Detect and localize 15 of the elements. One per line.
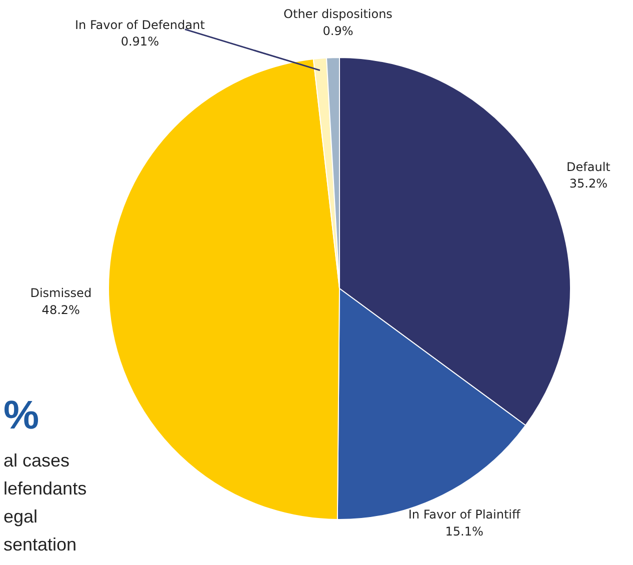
slice-label: Default: [566, 160, 611, 174]
text: al cases: [4, 450, 70, 470]
slice-label: Dismissed: [30, 286, 92, 300]
slice-label: In Favor of Defendant: [75, 18, 206, 32]
text: lefendants: [4, 478, 87, 498]
text: egal: [4, 506, 38, 526]
data-label: 0.9%: [322, 24, 354, 38]
text: %: [4, 394, 40, 438]
data-label: 15.1%: [445, 524, 484, 538]
slice-label: Other dispositions: [284, 7, 392, 22]
data-label: 0.91%: [120, 34, 159, 49]
data-label: 48.2%: [42, 302, 80, 317]
slice-label: In Favor of Plaintiff: [408, 508, 521, 522]
text: sentation: [4, 534, 77, 554]
data-label: 35.2%: [569, 176, 608, 191]
